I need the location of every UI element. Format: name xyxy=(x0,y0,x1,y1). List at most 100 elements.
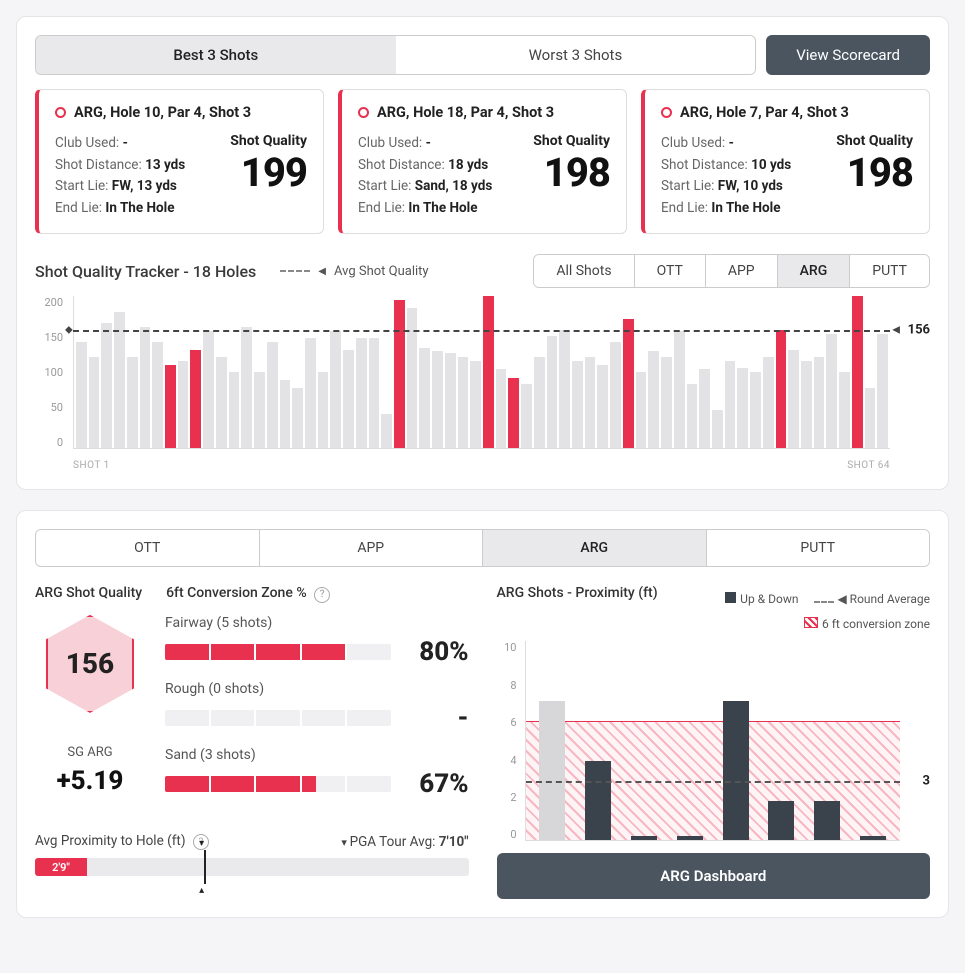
sg-label: SG ARG xyxy=(67,745,112,760)
tracker-bar xyxy=(661,357,672,448)
sq-title: ARG Shot Quality xyxy=(35,585,142,603)
arg-dashboard-button[interactable]: ARG Dashboard xyxy=(497,853,931,899)
prox-plot-area xyxy=(525,641,901,841)
tracker-bar xyxy=(114,312,125,449)
shot-card[interactable]: ARG, Hole 10, Par 4, Shot 3 Club Used: -… xyxy=(35,89,324,234)
conversion-row: Rough (0 shots) - xyxy=(165,681,469,733)
tracker-bar xyxy=(674,331,685,449)
tracker-bar xyxy=(445,353,456,448)
sq-value: 198 xyxy=(836,149,913,196)
tracker-bar xyxy=(241,327,252,449)
shots-panel: Best 3 Shots Worst 3 Shots View Scorecar… xyxy=(16,16,949,490)
tracker-bar xyxy=(419,348,430,448)
tracker-avg-value: 156 xyxy=(908,323,930,338)
tracker-legend: ◀ Avg Shot Quality xyxy=(280,264,428,279)
tracker-bar xyxy=(178,361,189,448)
prox-bar xyxy=(814,801,840,841)
prox-bars xyxy=(526,641,901,840)
tracker-bar xyxy=(826,334,837,448)
tracker-bar xyxy=(369,338,380,448)
conv-pct: 67% xyxy=(409,769,469,799)
tracker-chart: 200150100500 ◆ ◀ 156 SHOT 1 SHOT 64 xyxy=(35,296,930,471)
view-scorecard-button[interactable]: View Scorecard xyxy=(766,35,930,75)
tab-arg[interactable]: ARG xyxy=(483,530,707,566)
best-shots-tab[interactable]: Best 3 Shots xyxy=(36,36,396,74)
sq-hexagon: 156 xyxy=(46,615,134,713)
tracker-bar xyxy=(127,357,138,448)
tracker-bar xyxy=(267,342,278,448)
tracker-bar xyxy=(496,369,507,449)
shot-card[interactable]: ARG, Hole 7, Par 4, Shot 3 Club Used: - … xyxy=(641,89,930,234)
avg-marker-left-icon: ◆ xyxy=(65,325,73,336)
avg-marker-right-icon: ◀ xyxy=(892,325,900,336)
tracker-bar xyxy=(483,296,494,448)
tracker-bars xyxy=(73,296,890,449)
sq-label: Shot Quality xyxy=(230,133,307,149)
ring-icon xyxy=(661,107,672,118)
tracker-bar xyxy=(763,357,774,448)
shot-details: Club Used: - Shot Distance: 10 yds Start… xyxy=(661,133,791,219)
tracker-bar xyxy=(407,308,418,449)
filter-all-shots[interactable]: All Shots xyxy=(534,255,634,287)
tracker-bar xyxy=(356,338,367,448)
tab-putt[interactable]: PUTT xyxy=(707,530,930,566)
conv-pct: - xyxy=(409,703,469,733)
tracker-bar xyxy=(839,372,850,448)
tracker-bar xyxy=(470,361,481,448)
tracker-bar xyxy=(305,338,316,448)
lower-tabs: OTTAPPARGPUTT xyxy=(35,529,930,567)
shot-details: Club Used: - Shot Distance: 18 yds Start… xyxy=(358,133,492,219)
prox-footer-label: Avg Proximity to Hole (ft) ? xyxy=(35,833,209,851)
tracker-bar xyxy=(648,351,659,448)
prox-bar xyxy=(631,836,657,840)
sq-label: Shot Quality xyxy=(836,133,913,149)
worst-shots-tab[interactable]: Worst 3 Shots xyxy=(396,36,756,74)
prox-bar xyxy=(585,761,611,841)
tracker-bar xyxy=(801,361,812,448)
tracker-bar xyxy=(101,323,112,448)
conv-title: 6ft Conversion Zone % ? xyxy=(166,585,330,603)
conversion-row: Fairway (5 shots) 80% xyxy=(165,615,469,667)
tracker-bar xyxy=(623,319,634,448)
tracker-bar xyxy=(458,357,469,448)
slider-marker xyxy=(204,850,206,884)
conv-pct: 80% xyxy=(409,637,469,667)
tab-app[interactable]: APP xyxy=(260,530,484,566)
proximity-slider: 2'9" xyxy=(35,858,469,876)
hex-column: 156 SG ARG +5.19 xyxy=(35,615,145,813)
filter-arg[interactable]: ARG xyxy=(778,255,851,287)
top-controls: Best 3 Shots Worst 3 Shots View Scorecar… xyxy=(35,35,930,75)
tab-ott[interactable]: OTT xyxy=(36,530,260,566)
filter-putt[interactable]: PUTT xyxy=(850,255,929,287)
shot-card[interactable]: ARG, Hole 18, Par 4, Shot 3 Club Used: -… xyxy=(338,89,627,234)
tracker-bar xyxy=(610,342,621,448)
tracker-title: Shot Quality Tracker - 18 Holes xyxy=(35,262,256,281)
tracker-bar xyxy=(776,330,787,449)
tracker-bar xyxy=(292,388,303,449)
tracker-bar xyxy=(330,331,341,449)
conversion-column: Fairway (5 shots) 80% Rough (0 shots) - … xyxy=(165,615,469,813)
tracker-bar xyxy=(521,384,532,449)
tracker-bar xyxy=(280,380,291,448)
tracker-bar xyxy=(216,357,227,448)
filter-ott[interactable]: OTT xyxy=(635,255,706,287)
prox-bar xyxy=(723,701,749,840)
pga-avg: ▾ PGA Tour Avg: 7'10" xyxy=(341,834,468,850)
tracker-bar xyxy=(76,342,87,448)
conv-label: Sand (3 shots) xyxy=(165,747,469,763)
prox-bar xyxy=(677,836,703,840)
tracker-bar xyxy=(687,384,698,449)
help-icon[interactable]: ? xyxy=(314,587,330,603)
lower-left-column: ARG Shot Quality 6ft Conversion Zone % ?… xyxy=(35,585,469,899)
tracker-bar xyxy=(852,296,863,448)
tracker-bar xyxy=(508,378,519,448)
filter-app[interactable]: APP xyxy=(706,255,778,287)
shot-title: ARG, Hole 18, Par 4, Shot 3 xyxy=(377,104,554,121)
tracker-bar xyxy=(203,331,214,449)
tracker-bar xyxy=(152,342,163,448)
prox-avg-line xyxy=(526,781,901,783)
ring-icon xyxy=(358,107,369,118)
tracker-bar xyxy=(190,350,201,449)
tracker-bar xyxy=(343,350,354,449)
prox-y-axis: 1086420 xyxy=(497,641,521,841)
